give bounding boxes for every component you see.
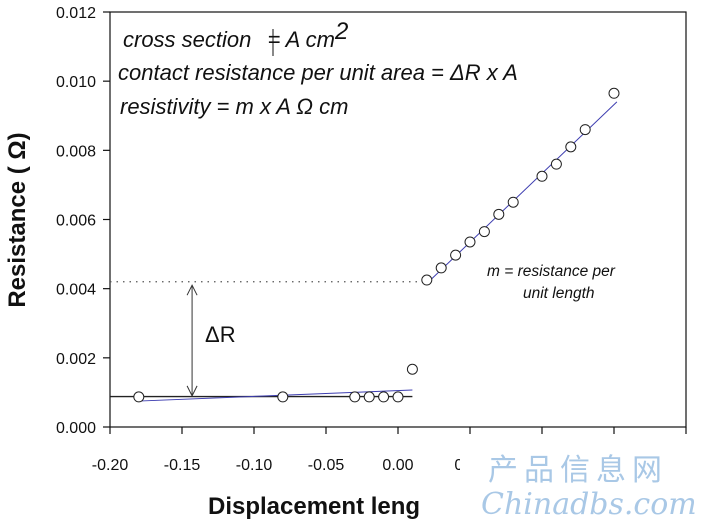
delta-r-label: ΔR xyxy=(205,322,236,347)
data-points xyxy=(133,87,620,403)
data-point xyxy=(392,391,404,403)
x-tick-label: -0.20 xyxy=(92,457,129,474)
axis-ticks xyxy=(103,11,687,434)
slope-note-line2: unit length xyxy=(523,285,595,302)
data-point xyxy=(133,391,145,403)
x-tick-label: -0.05 xyxy=(308,457,345,474)
delta-arrow-head-bottom xyxy=(186,385,198,397)
data-point xyxy=(464,236,476,248)
data-point xyxy=(277,391,289,403)
data-point xyxy=(363,391,375,403)
delta-arrow-head-top xyxy=(186,284,198,296)
data-point xyxy=(406,363,418,375)
slope-note-line1: m = resistance per xyxy=(487,263,616,280)
data-point xyxy=(421,274,433,286)
y-tick-label: 0.002 xyxy=(56,351,96,368)
annotation-cross-section-value: = A cm xyxy=(261,27,335,52)
y-tick-label: 0.008 xyxy=(56,143,96,160)
y-tick-label: 0.000 xyxy=(56,420,96,437)
y-tick-label: 0.006 xyxy=(56,213,96,230)
data-point xyxy=(435,262,447,274)
annotation-cm-exponent: 2 xyxy=(334,18,348,45)
y-axis-title: Resistance ( Ω) xyxy=(4,132,31,307)
y-tick-label: 0.004 xyxy=(56,282,96,299)
watermark-background xyxy=(460,448,708,524)
x-tick-label: -0.15 xyxy=(164,457,201,474)
data-point xyxy=(565,141,577,153)
x-tick-label: 0.00 xyxy=(382,457,413,474)
delta-r-arrow xyxy=(186,284,198,397)
data-point xyxy=(536,170,548,182)
data-point xyxy=(478,226,490,238)
annotation-line3: resistivity = m x A Ω cm xyxy=(120,94,348,119)
data-point xyxy=(507,196,519,208)
data-point xyxy=(450,249,462,261)
data-point xyxy=(608,87,620,99)
watermark-english: Chinadbs.com xyxy=(481,487,697,522)
x-axis-title: Displacement leng xyxy=(208,493,420,520)
x-tick-label: -0.10 xyxy=(236,457,273,474)
data-point xyxy=(493,208,505,220)
annotation-cross-section: cross section xyxy=(123,27,251,52)
annotation-line1: cross section = A cm2 xyxy=(123,18,348,52)
fit-lines xyxy=(138,101,618,402)
watermark-chinese: 产品信息网 xyxy=(488,453,668,488)
data-point xyxy=(349,391,361,403)
fit-line xyxy=(138,389,413,402)
y-tick-label: 0.010 xyxy=(56,74,96,91)
data-point xyxy=(378,391,390,403)
data-point xyxy=(579,124,591,136)
watermark: 产品信息网 Chinadbs.com xyxy=(460,448,708,524)
annotation-line2: contact resistance per unit area = ΔR x … xyxy=(118,60,518,85)
data-point xyxy=(550,158,562,170)
y-tick-label: 0.012 xyxy=(56,5,96,22)
